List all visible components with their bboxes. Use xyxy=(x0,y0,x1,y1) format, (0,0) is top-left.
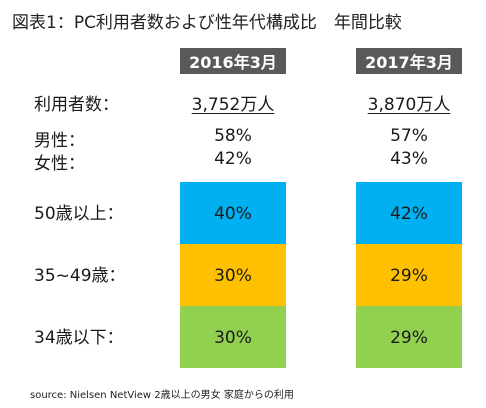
column-header-2017: 2017年3月 xyxy=(356,48,462,74)
data-label-0-1: 42% xyxy=(390,204,428,224)
users-2017-value: 3,870万人 xyxy=(367,95,451,115)
series-label-2: 34歳以下： xyxy=(34,328,124,348)
bar-segment-2-1 xyxy=(356,306,462,368)
data-label-0-0: 40% xyxy=(214,204,252,224)
bar-segment-1-0 xyxy=(180,244,286,306)
bar-segment-0-1 xyxy=(356,182,462,244)
series-label-0: 50歳以上： xyxy=(34,204,124,224)
source-note: source: Nielsen NetView 2歳以上の男女 家庭からの利用 xyxy=(30,390,294,401)
male-2017-value: 57% xyxy=(390,126,428,146)
bar-segment-2-0 xyxy=(180,306,286,368)
bar-segment-1-1 xyxy=(356,244,462,306)
female-2016-value: 42% xyxy=(214,149,252,169)
data-label-1-0: 30% xyxy=(214,266,252,286)
data-label-2-0: 30% xyxy=(214,328,252,348)
bar-segment-0-0 xyxy=(180,182,286,244)
users-2016-value: 3,752万人 xyxy=(191,95,275,115)
series-label-1: 35~49歳： xyxy=(34,266,126,286)
male-label: 男性： xyxy=(34,131,85,151)
male-2016-value: 58% xyxy=(214,126,252,146)
data-label-2-1: 29% xyxy=(390,328,428,348)
female-2017-value: 43% xyxy=(390,149,428,169)
chart-title: 図表1：PC利用者数および性年代構成比 年間比較 xyxy=(12,13,402,33)
column-header-2016: 2016年3月 xyxy=(180,48,286,74)
users-label: 利用者数： xyxy=(34,95,119,115)
data-label-1-1: 29% xyxy=(390,266,428,286)
female-label: 女性： xyxy=(34,154,85,174)
